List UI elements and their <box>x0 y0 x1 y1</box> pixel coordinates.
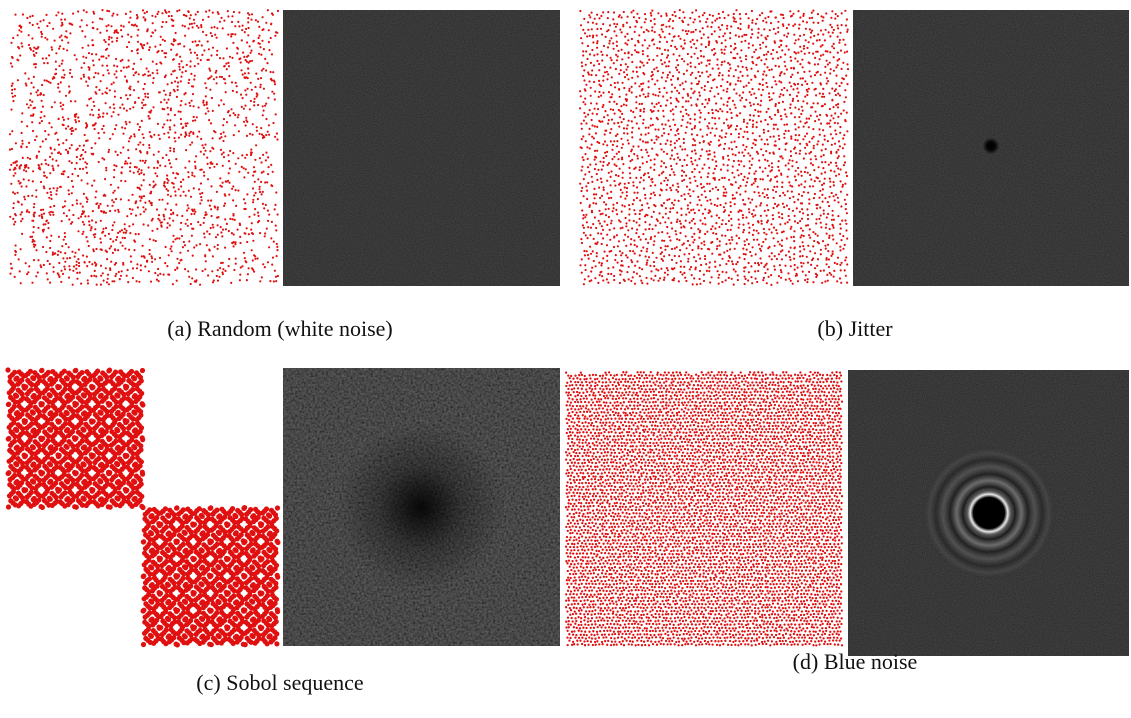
spectrum-d <box>848 370 1129 656</box>
spectrum-b <box>853 10 1129 286</box>
random-points <box>9 9 279 286</box>
caption: (a) Random (white noise) <box>167 316 392 341</box>
caption: (c) Sobol sequence <box>196 670 363 695</box>
sobol-points <box>5 367 280 647</box>
blue-noise-points <box>565 371 843 647</box>
caption: (d) Blue noise <box>793 649 918 674</box>
caption: (b) Jitter <box>817 316 893 341</box>
spectrum-c <box>283 368 560 646</box>
figure: (a) Random (white noise) (b) Jitter (c) … <box>0 0 1131 718</box>
spectrum-a <box>283 10 560 286</box>
jitter-points <box>579 9 849 286</box>
